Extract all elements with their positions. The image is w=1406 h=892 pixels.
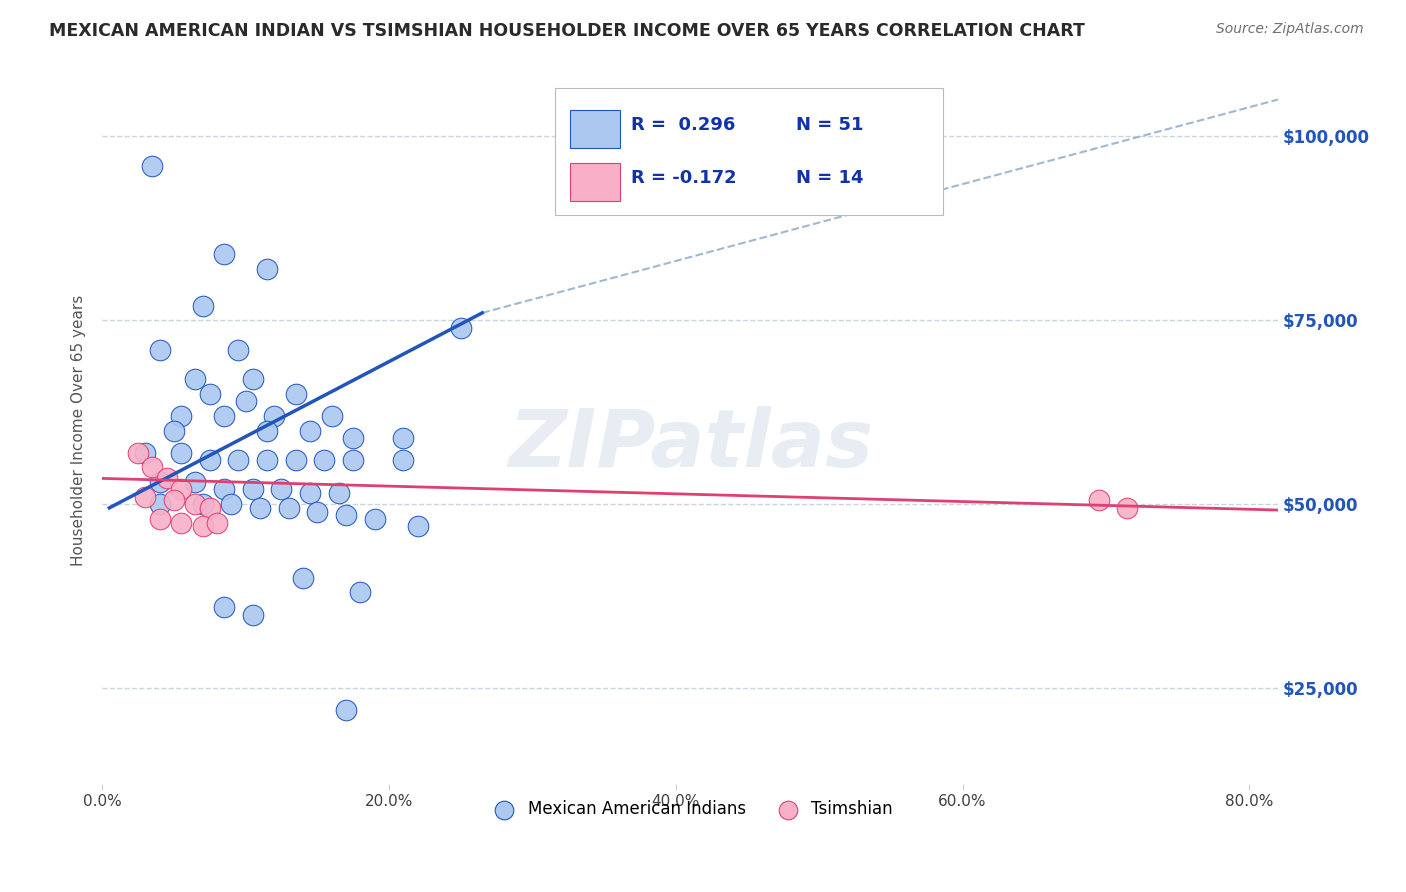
Point <box>284 453 307 467</box>
Point <box>198 453 221 467</box>
Point <box>212 409 235 423</box>
Text: N = 14: N = 14 <box>796 169 863 187</box>
Point <box>299 486 322 500</box>
Point <box>212 483 235 497</box>
Point <box>148 475 170 489</box>
Point <box>198 500 221 515</box>
Point <box>198 386 221 401</box>
Text: MEXICAN AMERICAN INDIAN VS TSIMSHIAN HOUSEHOLDER INCOME OVER 65 YEARS CORRELATIO: MEXICAN AMERICAN INDIAN VS TSIMSHIAN HOU… <box>49 22 1085 40</box>
Point <box>299 424 322 438</box>
Point <box>242 483 264 497</box>
Point <box>349 585 371 599</box>
Point <box>191 497 214 511</box>
Point <box>134 445 156 459</box>
Point <box>148 512 170 526</box>
Point <box>307 504 329 518</box>
Point <box>148 343 170 357</box>
Point <box>342 453 364 467</box>
Point <box>392 453 415 467</box>
Point <box>1088 493 1111 508</box>
Text: N = 51: N = 51 <box>796 117 863 135</box>
Point <box>406 519 429 533</box>
Point <box>314 453 336 467</box>
Point <box>256 261 278 276</box>
Point <box>342 431 364 445</box>
Point <box>256 453 278 467</box>
Point <box>270 483 292 497</box>
Point <box>363 512 385 526</box>
Point <box>170 483 193 497</box>
Point <box>148 497 170 511</box>
Point <box>205 516 228 530</box>
Legend: Mexican American Indians, Tsimshian: Mexican American Indians, Tsimshian <box>481 794 900 825</box>
Point <box>170 409 193 423</box>
Point <box>163 493 186 508</box>
Point <box>284 386 307 401</box>
Point <box>321 409 343 423</box>
Point <box>235 394 257 409</box>
Text: Source: ZipAtlas.com: Source: ZipAtlas.com <box>1216 22 1364 37</box>
Point <box>242 607 264 622</box>
Point <box>212 600 235 615</box>
Y-axis label: Householder Income Over 65 years: Householder Income Over 65 years <box>72 295 86 566</box>
Point <box>263 409 285 423</box>
Point <box>134 490 156 504</box>
Point <box>184 497 207 511</box>
Point <box>184 475 207 489</box>
Point <box>141 159 163 173</box>
Point <box>242 372 264 386</box>
Point <box>170 516 193 530</box>
FancyBboxPatch shape <box>555 88 943 215</box>
Point <box>228 453 250 467</box>
Point <box>1116 500 1139 515</box>
Point <box>127 445 149 459</box>
FancyBboxPatch shape <box>571 163 620 201</box>
Point <box>277 500 299 515</box>
Point <box>256 424 278 438</box>
Point <box>141 460 163 475</box>
Point <box>335 508 357 523</box>
Point <box>156 471 179 485</box>
Point <box>191 519 214 533</box>
Text: ZIPatlas: ZIPatlas <box>508 406 873 483</box>
Point <box>191 299 214 313</box>
Point <box>335 703 357 717</box>
Point <box>328 486 350 500</box>
Text: R =  0.296: R = 0.296 <box>631 117 735 135</box>
Point <box>392 431 415 445</box>
Point <box>228 343 250 357</box>
Point <box>184 372 207 386</box>
Text: R = -0.172: R = -0.172 <box>631 169 737 187</box>
Point <box>291 571 314 585</box>
Point <box>170 445 193 459</box>
Point <box>219 497 242 511</box>
Point <box>249 500 271 515</box>
Point <box>163 424 186 438</box>
Point <box>212 247 235 261</box>
FancyBboxPatch shape <box>571 110 620 148</box>
Point <box>450 320 472 334</box>
